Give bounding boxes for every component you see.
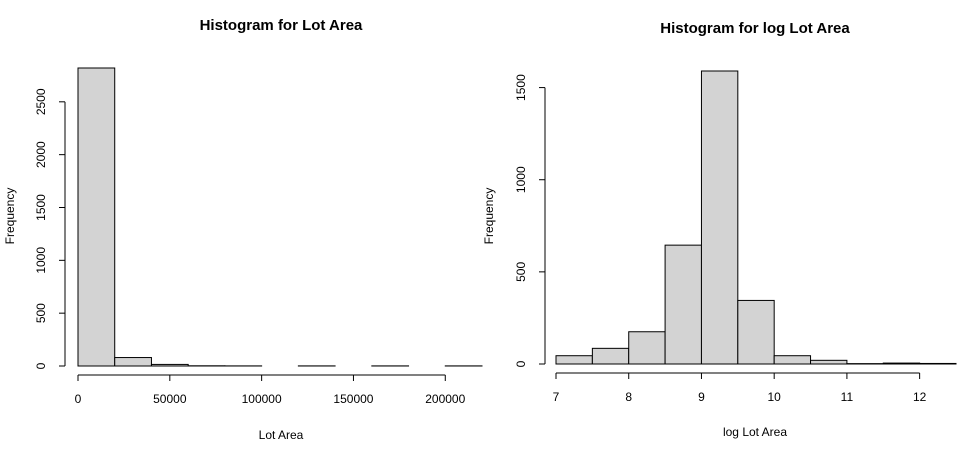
histogram-bar: [919, 362, 957, 365]
x-tick-label: 10: [768, 390, 782, 404]
x-axis: 0 50000 100000 150000 200000: [75, 374, 466, 406]
x-axis: 7 8 9 10 11 12: [553, 372, 927, 404]
y-tick-label: 500: [514, 262, 528, 282]
x-tick-label: 7: [553, 390, 560, 404]
x-tick-label: 50000: [153, 392, 187, 406]
y-tick-label: 500: [34, 303, 48, 323]
y-tick-label: 1500: [34, 194, 48, 221]
chart-title: Histogram for log Lot Area: [660, 20, 850, 37]
histogram-bar: [114, 357, 152, 367]
y-tick-label: 1000: [514, 166, 528, 193]
y-axis-title: Frequency: [3, 188, 17, 245]
x-tick-label: 0: [75, 392, 82, 406]
histogram-bar: [773, 355, 812, 365]
y-tick-label: 0: [34, 362, 48, 369]
x-tick-label: 9: [698, 390, 705, 404]
histogram-bar: [810, 359, 848, 365]
y-tick-label: 1000: [34, 247, 48, 274]
y-tick-label: 2500: [34, 88, 48, 115]
y-axis: 0 500 1000 1500 2000 2500: [34, 88, 66, 369]
histogram-bar: [882, 362, 921, 365]
x-tick-label: 8: [625, 390, 632, 404]
histogram-bar: [664, 244, 702, 365]
histogram-bar: [591, 347, 630, 365]
x-tick-label: 200000: [425, 392, 465, 406]
x-axis-title: log Lot Area: [723, 425, 787, 439]
y-tick-label: 1500: [514, 74, 528, 101]
chart-title: Histogram for Lot Area: [200, 17, 363, 34]
bars: [77, 67, 483, 367]
histogram-bar: [737, 299, 775, 365]
bars: [555, 70, 957, 365]
histogram-bar: [150, 363, 189, 367]
x-tick-label: 100000: [242, 392, 282, 406]
y-tick-label: 0: [514, 360, 528, 367]
chart-panel-lot-area: Histogram for Lot Area Lot Area Frequenc…: [3, 17, 483, 442]
x-tick-label: 11: [841, 390, 854, 404]
y-tick-label: 2000: [34, 141, 48, 168]
histogram-bar: [700, 70, 739, 365]
y-axis: 0 500 1000 1500: [514, 74, 546, 367]
histogram-bar: [628, 331, 666, 365]
y-axis-title: Frequency: [482, 188, 496, 245]
chart-panel-log-lot-area: Histogram for log Lot Area log Lot Area …: [482, 20, 957, 439]
histogram-bar: [77, 67, 116, 367]
histogram-bar: [555, 355, 593, 365]
x-axis-title: Lot Area: [259, 428, 304, 442]
x-tick-label: 150000: [333, 392, 373, 406]
x-tick-label: 12: [913, 390, 927, 404]
